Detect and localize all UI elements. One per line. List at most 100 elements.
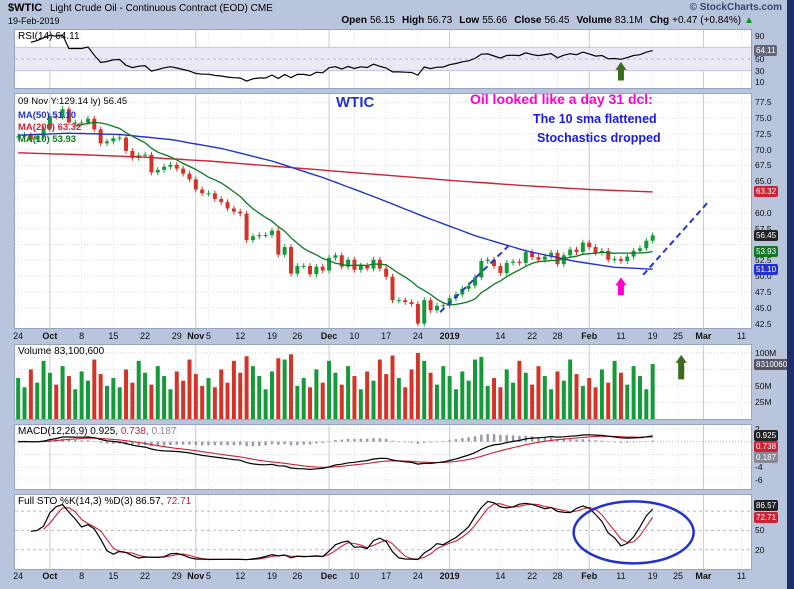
x-axis-label: 19 (647, 571, 658, 581)
y-axis-label: 42.5 (755, 318, 772, 329)
axis-value-badge: 86.57 (754, 500, 779, 511)
x-axis-label: Mar (695, 571, 712, 581)
x-axis-label: 8 (79, 331, 85, 341)
axis-value-badge: 0.187 (754, 452, 779, 463)
price-panel[interactable] (14, 93, 752, 329)
x-axis-label: 17 (381, 331, 392, 341)
y-axis-label: 70.0 (755, 144, 772, 155)
x-axis-label: 15 (108, 331, 119, 341)
axis-value-badge: 51.10 (754, 263, 779, 275)
sto-value-k: 86.57, (135, 496, 164, 507)
x-axis-label: 5 (206, 331, 212, 341)
quote-value: 56.15 (369, 15, 395, 26)
x-axis-label: 19 (266, 331, 277, 341)
y-axis-label: 67.5 (755, 160, 772, 171)
y-axis-label: 52.5 (755, 255, 772, 266)
x-axis-label: 29 (171, 571, 182, 581)
volume-panel[interactable] (14, 344, 752, 420)
x-axis-label: 2019 (439, 331, 460, 341)
y-axis-label: 57.5 (755, 223, 772, 234)
quote-value: 56.45 (544, 15, 570, 26)
y-axis-label: 60.0 (755, 207, 772, 218)
quote-label: High (401, 15, 425, 26)
x-axis-label: 5 (206, 571, 212, 581)
chart-date: 19-Feb-2019 (8, 16, 60, 26)
quote-value: +0.47 (+0.84%) (672, 15, 742, 26)
x-axis-label: 15 (108, 571, 119, 581)
y-axis-label: 90 (755, 30, 765, 41)
quote-label: Open (341, 15, 367, 26)
x-axis-label: Nov (187, 331, 205, 341)
x-axis-label: 28 (552, 331, 563, 341)
sto-value-d: 72.71 (166, 496, 192, 507)
legend-ma200: MA(200) 63.32 (18, 122, 82, 133)
x-axis-label: 24 (13, 331, 24, 341)
x-axis-label: Dec (320, 331, 338, 341)
y-axis-label: 30 (755, 65, 765, 76)
axis-value-badge: 64.11 (754, 45, 778, 57)
macd-value-1: 0.925, (90, 426, 119, 437)
quote-label: Low (459, 15, 480, 26)
quote-label: Volume (576, 15, 612, 26)
quote-label: Close (514, 15, 542, 26)
y-axis-label: 20 (755, 544, 765, 555)
change-up-arrow-icon: ▲ (744, 15, 754, 26)
y-axis-label: 50 (755, 54, 765, 64)
x-axis-label: 24 (412, 571, 423, 581)
x-axis-label: 11 (616, 331, 626, 341)
axis-value-badge: 0.925 (754, 430, 779, 441)
macd-label-group: MACD(12,26,9) 0.925, 0.738, 0.187 (18, 426, 176, 437)
y-axis-label: 100M (755, 347, 777, 358)
axis-value-badge: 56.45 (754, 229, 779, 241)
x-axis-label: 26 (292, 331, 303, 341)
x-axis-label: 17 (381, 571, 392, 581)
y-axis-label: 45.0 (755, 302, 772, 313)
sto-label: Full STO %K(14,3) %D(3) (18, 496, 133, 507)
y-axis-label: 10 (755, 77, 765, 88)
x-axis-label: 11 (736, 331, 747, 341)
price-overlay-label: 09 Nov Y:129.14 ly) 56.45 (18, 96, 128, 107)
x-axis-label: 8 (79, 571, 85, 581)
y-axis-label: 25M (755, 397, 772, 408)
x-axis-label: 29 (171, 331, 182, 341)
y-axis-label: 47.5 (755, 286, 772, 297)
x-axis-label: 25 (673, 571, 684, 581)
annotation-note2: Stochastics dropped (537, 131, 661, 145)
chart-title: Light Crude Oil - Continuous Contract (E… (50, 3, 273, 14)
x-axis-label: Dec (320, 571, 338, 581)
rsi-panel[interactable] (14, 29, 752, 89)
quote-value: 55.66 (482, 15, 508, 26)
x-axis-label: 19 (266, 571, 277, 581)
x-axis-label: Nov (187, 571, 205, 581)
quote-value: 56.73 (427, 15, 453, 26)
x-axis-label: Mar (695, 331, 712, 341)
sto-label-group: Full STO %K(14,3) %D(3) 86.57, 72.71 (18, 496, 191, 507)
symbol-ticker: $WTIC (8, 2, 43, 14)
x-axis-label: 24 (13, 571, 24, 581)
y-axis-label: 65.0 (755, 176, 772, 187)
axis-value-badge: 53.93 (754, 245, 779, 257)
x-axis-label: 2019 (439, 571, 460, 581)
y-axis-label: 77.5 (755, 97, 772, 108)
annotation-headline: Oil looked like a day 31 dcl: (470, 91, 653, 107)
legend-ma50: MA(50) 51.10 (18, 110, 77, 121)
macd-value-2: 0.738, (120, 426, 149, 437)
rsi-label: RSI(14) 64.11 (18, 31, 80, 42)
axis-value-badge: 72.71 (754, 512, 779, 523)
x-axis-label: 14 (495, 331, 506, 341)
y-axis-label: 75.0 (755, 113, 772, 124)
window-scrollbar[interactable] (787, 0, 794, 589)
x-axis-label: 22 (140, 571, 151, 581)
axis-value-badge: 0.738 (754, 441, 779, 452)
y-axis-label: -6 (755, 475, 763, 486)
x-axis-label: 22 (527, 571, 538, 581)
quote-value: 83.1M (614, 15, 643, 26)
x-axis-label: 19 (647, 331, 658, 341)
y-axis-label: 2 (755, 423, 760, 434)
x-axis-label: 26 (292, 571, 303, 581)
stockcharts-copyright[interactable]: © StockCharts.com (689, 2, 782, 13)
x-axis-label: 22 (140, 331, 151, 341)
y-axis-label: 72.5 (755, 128, 772, 139)
x-axis-label: 22 (527, 331, 538, 341)
x-axis-label: Oct (42, 331, 58, 341)
